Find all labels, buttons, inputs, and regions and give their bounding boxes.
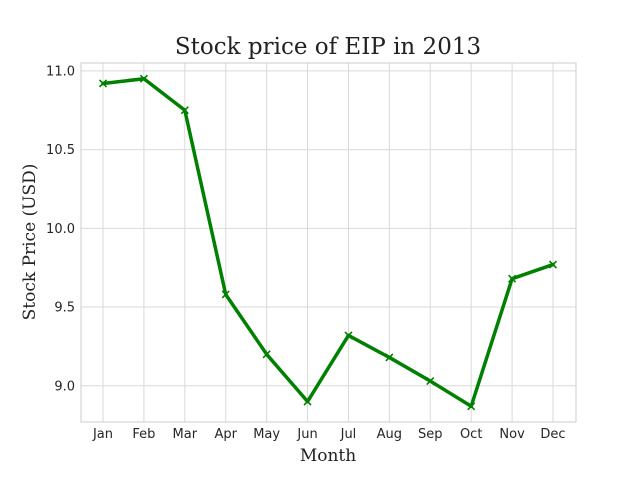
x-axis-label: Month <box>300 446 356 466</box>
data-point-marker <box>221 290 230 299</box>
x-tick-label: Dec <box>540 427 565 442</box>
x-tick-label: Aug <box>377 427 402 442</box>
y-tick-label: 9.5 <box>54 301 75 316</box>
y-axis-label: Stock Price (USD) <box>20 164 40 321</box>
data-point-marker <box>508 274 517 283</box>
y-tick-labels: 9.0 9.5 10.0 10.5 11.0 <box>46 64 75 394</box>
plot-frame <box>80 62 577 423</box>
data-point-marker <box>548 260 558 269</box>
x-tick-label: Nov <box>499 427 525 442</box>
x-tick-label: Jun <box>296 427 317 442</box>
x-tick-label: Sep <box>418 427 443 442</box>
x-tick-label: Mar <box>173 427 198 442</box>
data-point-marker <box>139 74 148 83</box>
x-tick-label: Jul <box>340 427 357 442</box>
data-point-marker <box>467 402 476 411</box>
data-point-marker <box>262 350 271 359</box>
series-line <box>101 76 555 409</box>
data-point-marker <box>180 106 189 115</box>
x-tick-labels: Jan Feb Mar Apr May Jun Jul Aug Sep Oct Nov Dec <box>92 427 566 442</box>
series-layer <box>98 74 558 411</box>
chart-title: Stock price of EIP in 2013 <box>175 34 481 60</box>
x-tick-label: May <box>253 427 280 442</box>
y-tick-label: 10.0 <box>46 222 75 237</box>
grid-lines <box>81 63 576 422</box>
x-tick-label: Apr <box>214 427 237 442</box>
y-tick-label: 11.0 <box>46 64 75 79</box>
data-point-marker <box>344 331 353 340</box>
data-point-marker <box>303 397 312 406</box>
x-tick-label: Jan <box>92 427 113 442</box>
data-point-marker <box>98 79 108 88</box>
x-tick-label: Oct <box>460 427 482 442</box>
data-point-marker <box>426 376 435 386</box>
x-tick-label: Feb <box>132 427 155 442</box>
data-point-marker <box>385 353 394 362</box>
y-tick-label: 10.5 <box>46 143 75 158</box>
y-tick-label: 9.0 <box>54 379 75 394</box>
